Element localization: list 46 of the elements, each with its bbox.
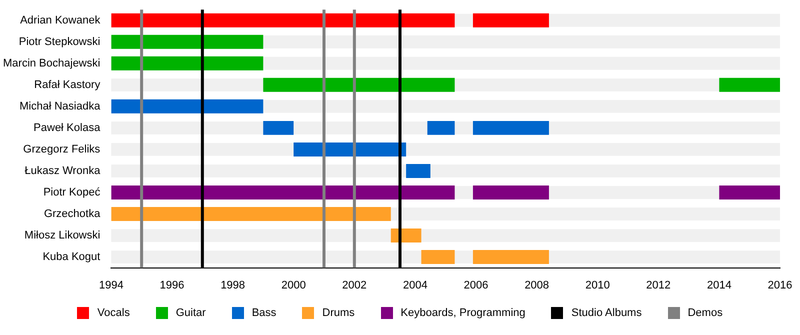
bar [421,250,455,264]
x-tick-label: 2012 [646,279,671,292]
bar [472,250,549,264]
y-tick-label: Kuba Kogut [42,251,100,264]
y-tick-label: Miłosz Likowski [24,230,100,242]
x-tick-label: 2000 [281,279,306,292]
x-tick-label: 1996 [160,279,184,292]
x-tick-label: 1994 [98,279,124,292]
legend-label: Demos [688,307,723,319]
bar [111,99,264,114]
x-tick-label: 2016 [768,279,792,292]
y-tick-label: Piotr Kopeć [43,186,101,199]
bar [111,56,264,70]
x-tick-label: 2008 [524,279,550,292]
y-tick-label: Rafał Kastory [34,78,101,91]
bar [472,13,549,28]
bar [719,78,780,92]
y-tick-label: Paweł Kolasa [34,122,102,134]
x-tick-label: 2014 [706,279,732,292]
y-tick-label: Grzechotka [44,208,102,220]
bar [111,34,264,49]
legend-label: Bass [252,307,276,319]
x-tick-label: 2002 [342,279,367,292]
legend-label: Guitar [176,307,206,319]
y-tick-label: Marcin Bochajewski [3,57,100,70]
bar [719,186,780,200]
y-tick-label: Adrian Kowanek [20,14,101,26]
legend-label: Drums [322,307,355,319]
bar [294,142,406,156]
legend-label: Vocals [97,307,130,319]
bar [263,78,455,92]
x-tick-label: 2006 [464,279,488,292]
legend-label: Keyboards, Programming [400,307,526,319]
x-tick-label: 2010 [585,279,610,292]
y-tick-label: Łukasz Wronka [24,165,102,178]
bar [472,120,549,135]
x-tick-label: 2004 [402,279,428,292]
bar [263,120,294,135]
bar [406,164,430,178]
y-tick-label: Grzegorz Feliks [23,143,101,156]
y-tick-label: Michał Nasiadka [20,100,102,112]
bar [472,186,549,200]
bar [427,120,455,135]
x-tick-label: 1998 [220,279,246,292]
y-tick-label: Piotr Stepkowski [18,36,100,48]
legend-label: Studio Albums [571,307,642,319]
